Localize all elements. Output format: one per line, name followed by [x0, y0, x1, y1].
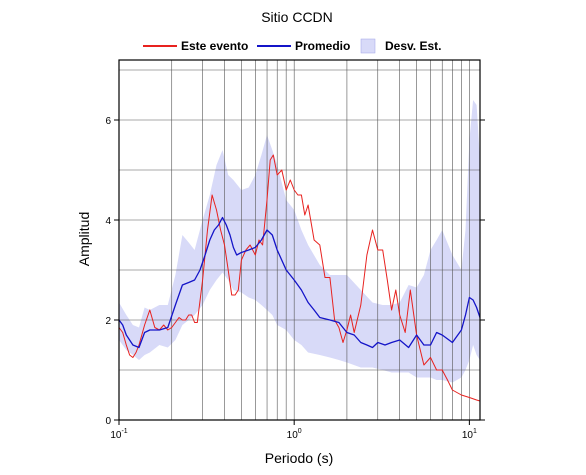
legend-desv-est-swatch — [360, 38, 376, 54]
plot-area: 0 2 4 6 10-1 100 101 — [105, 59, 485, 441]
chart-title: Sitio CCDN — [261, 9, 333, 25]
x-axis-label: Periodo (s) — [265, 450, 333, 466]
y-tick-label: 2 — [105, 316, 111, 327]
y-tick-label: 4 — [105, 216, 111, 227]
y-tick-label: 6 — [105, 116, 111, 127]
y-axis-label: Amplitud — [76, 212, 92, 266]
legend-este-evento-label: Este evento — [181, 39, 248, 53]
std-dev-band — [119, 100, 480, 383]
promedio-line — [118, 216, 481, 349]
legend-desv-est-label: Desv. Est. — [385, 39, 441, 53]
x-tick-label: 10-1 — [110, 428, 127, 441]
legend-promedio-label: Promedio — [295, 39, 350, 53]
y-tick-label: 0 — [105, 416, 111, 427]
este-evento-line — [118, 154, 481, 402]
x-tick-label: 101 — [462, 428, 477, 441]
plot-frame — [118, 59, 481, 421]
legend: Este evento Promedio Desv. Est. — [143, 38, 441, 54]
x-tick-label: 100 — [287, 428, 302, 441]
